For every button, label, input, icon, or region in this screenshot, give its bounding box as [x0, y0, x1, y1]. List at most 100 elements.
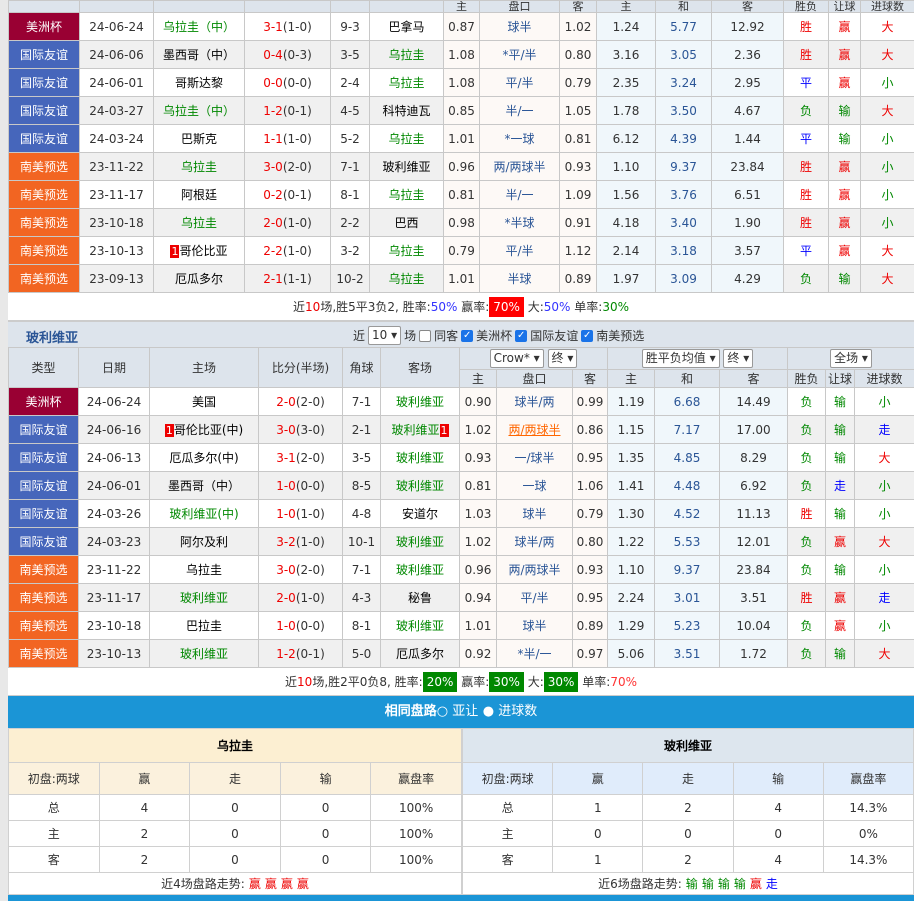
match-type[interactable]: 南美预选: [9, 584, 79, 612]
team-highlight[interactable]: 玻利维亚: [381, 528, 460, 556]
handicap-text[interactable]: 球半/两: [514, 395, 554, 409]
qualifier-checkbox[interactable]: ✓: [581, 330, 593, 342]
team-name[interactable]: 玻利维亚: [396, 395, 444, 409]
handicap-text[interactable]: 两/两球半: [493, 160, 545, 174]
handicap-text[interactable]: 半/一: [505, 104, 533, 118]
team-name[interactable]: 玻利维亚: [396, 535, 444, 549]
handicap-line[interactable]: *半/一: [497, 640, 573, 668]
team-name[interactable]: 玻利维亚: [396, 563, 444, 577]
match-score[interactable]: 0-0(0-0): [245, 69, 331, 97]
team[interactable]: 巴斯克: [154, 125, 245, 153]
team-name[interactable]: 厄瓜多尔: [396, 647, 444, 661]
match-type[interactable]: 国际友谊: [9, 528, 79, 556]
match-score[interactable]: 2-0(1-0): [259, 584, 343, 612]
team-name[interactable]: 乌拉圭（中）: [163, 104, 235, 118]
team-name[interactable]: 乌拉圭: [388, 188, 424, 202]
team[interactable]: 哥斯达黎: [154, 69, 245, 97]
team-name[interactable]: 玻利维亚: [382, 160, 430, 174]
handicap-line[interactable]: 平/半: [480, 69, 560, 97]
team[interactable]: 厄瓜多尔(中): [150, 444, 259, 472]
match-score[interactable]: 1-0(1-0): [259, 500, 343, 528]
match-type[interactable]: 南美预选: [9, 153, 80, 181]
handicap-text[interactable]: 平/半: [505, 76, 533, 90]
handicap-text[interactable]: 两/两球半: [508, 423, 560, 437]
handicap-line[interactable]: 半/一: [480, 181, 560, 209]
match-score[interactable]: 2-2(1-0): [245, 237, 331, 265]
match-score[interactable]: 3-1(1-0): [245, 13, 331, 41]
match-score[interactable]: 1-2(0-1): [259, 640, 343, 668]
handicap-line[interactable]: 球半: [497, 612, 573, 640]
team-highlight[interactable]: 乌拉圭: [370, 41, 444, 69]
match-score[interactable]: 3-2(1-0): [259, 528, 343, 556]
radio-goals[interactable]: ●: [483, 704, 498, 719]
team-name[interactable]: 巴西: [394, 216, 418, 230]
team-highlight[interactable]: 乌拉圭: [154, 209, 245, 237]
team-highlight[interactable]: 乌拉圭: [370, 237, 444, 265]
team[interactable]: 1哥伦比亚(中): [150, 416, 259, 444]
handicap-text[interactable]: 球半: [522, 619, 546, 633]
match-score[interactable]: 3-1(2-0): [259, 444, 343, 472]
match-score[interactable]: 1-0(0-0): [259, 472, 343, 500]
team-name[interactable]: 玻利维亚: [180, 591, 228, 605]
match-score[interactable]: 0-2(0-1): [245, 181, 331, 209]
team[interactable]: 美国: [150, 388, 259, 416]
handicap-text[interactable]: 球半: [507, 20, 531, 34]
team-name[interactable]: 玻利维亚: [396, 479, 444, 493]
copa-america-checkbox[interactable]: ✓: [461, 330, 473, 342]
team-highlight[interactable]: 乌拉圭（中）: [154, 97, 245, 125]
handicap-line[interactable]: 平/半: [497, 584, 573, 612]
handicap-line[interactable]: *平/半: [480, 41, 560, 69]
match-type[interactable]: 国际友谊: [9, 416, 79, 444]
friendly-checkbox[interactable]: ✓: [515, 330, 527, 342]
match-score[interactable]: 2-0(2-0): [259, 388, 343, 416]
team-highlight[interactable]: 玻利维亚: [150, 584, 259, 612]
team-highlight[interactable]: 乌拉圭: [370, 125, 444, 153]
team-name[interactable]: 阿尔及利: [180, 535, 228, 549]
match-type[interactable]: 国际友谊: [9, 69, 80, 97]
team-name[interactable]: 玻利维亚: [396, 451, 444, 465]
handicap-text[interactable]: 球半/两: [514, 535, 554, 549]
handicap-text[interactable]: 一/球半: [514, 451, 554, 465]
team[interactable]: 乌拉圭: [150, 556, 259, 584]
team-name[interactable]: 乌拉圭: [388, 244, 424, 258]
team-name[interactable]: 乌拉圭: [388, 132, 424, 146]
team-name[interactable]: 哥伦比亚: [179, 244, 227, 258]
team[interactable]: 巴拉圭: [150, 612, 259, 640]
team-name[interactable]: 秘鲁: [408, 591, 432, 605]
handicap-text[interactable]: *一球: [504, 132, 534, 146]
team-highlight[interactable]: 玻利维亚(中): [150, 500, 259, 528]
team-highlight[interactable]: 玻利维亚: [381, 472, 460, 500]
handicap-line[interactable]: 两/两球半: [497, 416, 573, 444]
match-type[interactable]: 南美预选: [9, 209, 80, 237]
team-name[interactable]: 阿根廷: [181, 188, 217, 202]
team[interactable]: 玻利维亚: [370, 153, 444, 181]
team-highlight[interactable]: 乌拉圭: [370, 265, 444, 293]
handicap-text[interactable]: 球半: [522, 507, 546, 521]
match-score[interactable]: 3-0(3-0): [259, 416, 343, 444]
company-select[interactable]: Crow* ▾: [490, 349, 544, 368]
handicap-line[interactable]: *半球: [480, 209, 560, 237]
team[interactable]: 厄瓜多尔: [154, 265, 245, 293]
match-type[interactable]: 南美预选: [9, 556, 79, 584]
team-name[interactable]: 巴斯克: [181, 132, 217, 146]
handicap-text[interactable]: *平/半: [502, 48, 536, 62]
team-name[interactable]: 乌拉圭: [186, 563, 222, 577]
avg-select[interactable]: 胜平负均值 ▾: [642, 349, 720, 368]
match-type[interactable]: 国际友谊: [9, 500, 79, 528]
team[interactable]: 阿尔及利: [150, 528, 259, 556]
team[interactable]: 1哥伦比亚: [154, 237, 245, 265]
final-select-1[interactable]: 终 ▾: [548, 349, 578, 368]
team-name[interactable]: 墨西哥（中）: [163, 48, 235, 62]
team-name[interactable]: 厄瓜多尔(中): [169, 451, 238, 465]
handicap-line[interactable]: 球半: [497, 500, 573, 528]
team-name[interactable]: 乌拉圭: [388, 48, 424, 62]
match-type[interactable]: 国际友谊: [9, 125, 80, 153]
match-score[interactable]: 1-1(1-0): [245, 125, 331, 153]
team-name[interactable]: 安道尔: [402, 507, 438, 521]
team[interactable]: 秘鲁: [381, 584, 460, 612]
team[interactable]: 科特迪瓦: [370, 97, 444, 125]
team-name[interactable]: 乌拉圭: [181, 160, 217, 174]
team-name[interactable]: 厄瓜多尔: [175, 272, 223, 286]
handicap-line[interactable]: 两/两球半: [497, 556, 573, 584]
match-type[interactable]: 国际友谊: [9, 97, 80, 125]
